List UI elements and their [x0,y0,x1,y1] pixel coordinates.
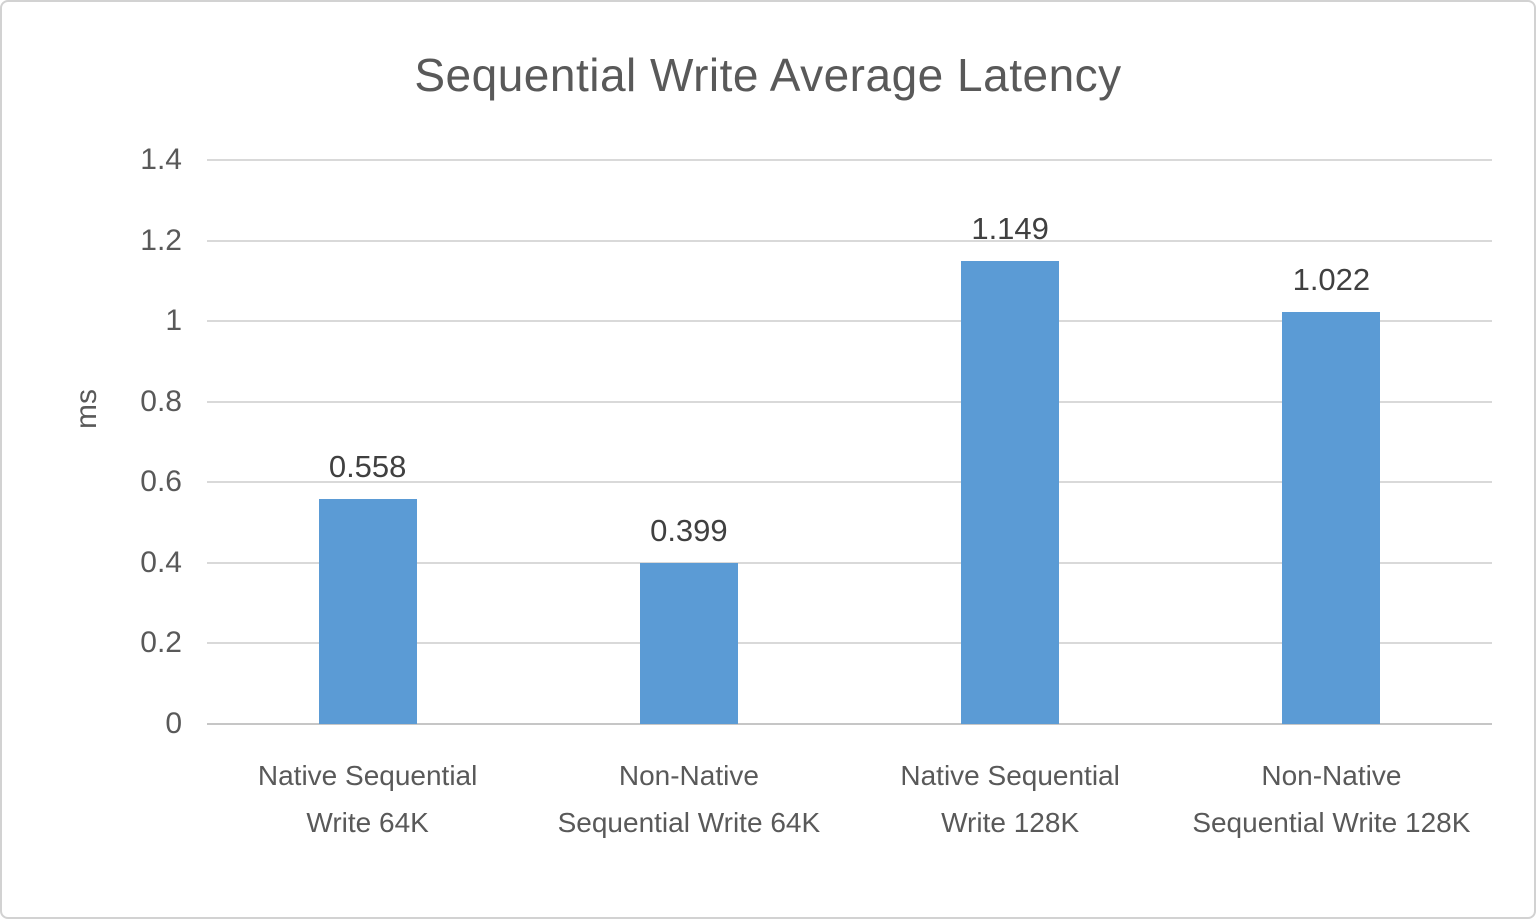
bar [318,499,417,724]
bar [1282,312,1381,724]
chart-title: Sequential Write Average Latency [414,49,1122,101]
y-tick-label: 0.2 [140,626,182,660]
gridline [207,239,1492,242]
category-label: Non-Native Sequential Write 64K [557,760,821,838]
category-label: Native Sequential Write 128K [900,760,1120,838]
bar-value-label: 0.399 [650,513,728,549]
gridline [207,400,1492,403]
x-axis-line [207,723,1492,725]
y-tick-label: 1.4 [140,143,182,176]
y-tick-label: 0.6 [140,465,182,499]
gridline [207,561,1492,564]
y-tick-label: 1.2 [140,223,182,257]
gridline [207,642,1492,645]
bar-value-label: 1.022 [1292,262,1371,298]
category-label: Non-Native Sequential Write 128K [1192,760,1471,838]
bar [961,261,1060,724]
category-label: Native Sequential Write 64K [257,760,478,838]
gridline [207,320,1492,323]
bar-value-label: 1.149 [971,211,1049,247]
y-tick-label: 0.4 [140,545,182,579]
plot-area [207,159,1492,725]
y-tick-label: 1 [165,304,182,338]
bar-value-label: 0.558 [328,449,407,485]
gridline [207,481,1492,484]
bar [639,563,738,724]
y-tick-label: 0 [165,707,182,740]
y-tick-label: 0.8 [140,384,182,418]
gridline [207,159,1492,161]
